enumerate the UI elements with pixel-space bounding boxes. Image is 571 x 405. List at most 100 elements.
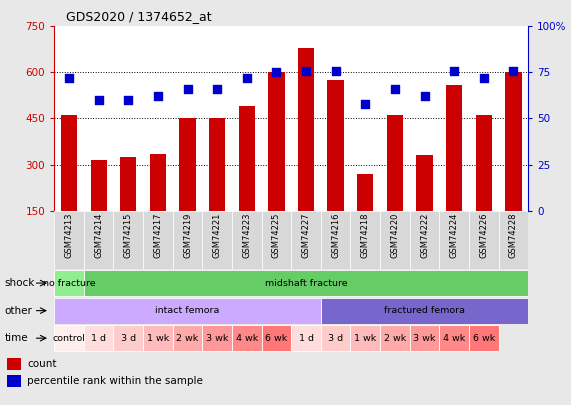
Point: [391, 86, 400, 92]
Text: 3 wk: 3 wk: [413, 334, 436, 343]
Bar: [387, 115, 403, 211]
Bar: [298, 48, 314, 211]
Bar: [54, 270, 84, 296]
Bar: [439, 325, 469, 351]
Point: [212, 86, 222, 92]
Point: [94, 97, 103, 103]
Point: [479, 75, 488, 81]
Bar: [351, 325, 380, 351]
Point: [449, 67, 459, 74]
Bar: [380, 211, 410, 269]
Text: 4 wk: 4 wk: [236, 334, 258, 343]
Text: other: other: [5, 306, 32, 315]
Bar: [143, 325, 173, 351]
Text: intact femora: intact femora: [155, 306, 220, 315]
Bar: [120, 157, 136, 211]
Bar: [84, 325, 114, 351]
Bar: [410, 325, 439, 351]
Point: [272, 69, 281, 76]
Bar: [262, 211, 291, 269]
Bar: [416, 155, 433, 211]
Text: GSM74225: GSM74225: [272, 213, 281, 258]
Text: GSM74220: GSM74220: [391, 213, 399, 258]
Point: [361, 100, 370, 107]
Bar: [114, 325, 143, 351]
Text: 4 wk: 4 wk: [443, 334, 465, 343]
Bar: [91, 160, 107, 211]
Bar: [321, 298, 528, 324]
Bar: [291, 325, 321, 351]
Bar: [469, 325, 498, 351]
Bar: [179, 118, 196, 211]
Text: 1 wk: 1 wk: [147, 334, 169, 343]
Bar: [61, 115, 77, 211]
Bar: [476, 115, 492, 211]
Text: GSM74218: GSM74218: [361, 213, 370, 258]
Text: 1 wk: 1 wk: [354, 334, 376, 343]
Bar: [232, 211, 262, 269]
Text: 3 d: 3 d: [328, 334, 343, 343]
Text: percentile rank within the sample: percentile rank within the sample: [27, 376, 203, 386]
Text: GSM74213: GSM74213: [65, 213, 74, 258]
Text: GSM74221: GSM74221: [212, 213, 222, 258]
Bar: [505, 72, 521, 211]
Point: [124, 97, 133, 103]
Bar: [84, 211, 114, 269]
Bar: [328, 80, 344, 211]
Bar: [239, 106, 255, 211]
Text: 1 d: 1 d: [299, 334, 313, 343]
Text: GSM74226: GSM74226: [479, 213, 488, 258]
Point: [154, 93, 163, 100]
Text: 3 d: 3 d: [120, 334, 136, 343]
Bar: [321, 325, 351, 351]
Bar: [446, 85, 463, 211]
Text: time: time: [5, 333, 28, 343]
Text: 6 wk: 6 wk: [266, 334, 288, 343]
Text: control: control: [53, 334, 86, 343]
Text: 3 wk: 3 wk: [206, 334, 228, 343]
Point: [331, 67, 340, 74]
Text: GSM74223: GSM74223: [242, 213, 251, 258]
Text: GSM74227: GSM74227: [301, 213, 311, 258]
Text: fractured femora: fractured femora: [384, 306, 465, 315]
Point: [65, 75, 74, 81]
Bar: [439, 211, 469, 269]
Bar: [7, 375, 21, 387]
Text: GSM74215: GSM74215: [124, 213, 133, 258]
Bar: [268, 72, 284, 211]
Text: GSM74228: GSM74228: [509, 213, 518, 258]
Text: GSM74216: GSM74216: [331, 213, 340, 258]
Text: count: count: [27, 359, 57, 369]
Bar: [54, 211, 84, 269]
Bar: [469, 211, 498, 269]
Bar: [351, 211, 380, 269]
Bar: [7, 358, 21, 370]
Text: 1 d: 1 d: [91, 334, 106, 343]
Bar: [410, 211, 439, 269]
Text: GSM74224: GSM74224: [449, 213, 459, 258]
Bar: [202, 211, 232, 269]
Bar: [262, 325, 291, 351]
Bar: [173, 325, 202, 351]
Text: no fracture: no fracture: [43, 279, 95, 288]
Bar: [291, 211, 321, 269]
Text: 2 wk: 2 wk: [384, 334, 406, 343]
Point: [183, 86, 192, 92]
Bar: [173, 211, 202, 269]
Text: 6 wk: 6 wk: [473, 334, 495, 343]
Bar: [498, 211, 528, 269]
Bar: [380, 325, 410, 351]
Point: [509, 67, 518, 74]
Bar: [232, 325, 262, 351]
Text: GSM74217: GSM74217: [154, 213, 162, 258]
Bar: [150, 154, 166, 211]
Bar: [143, 211, 173, 269]
Text: GSM74219: GSM74219: [183, 213, 192, 258]
Text: midshaft fracture: midshaft fracture: [265, 279, 347, 288]
Bar: [357, 174, 373, 211]
Bar: [321, 211, 351, 269]
Bar: [114, 211, 143, 269]
Bar: [209, 118, 226, 211]
Text: GSM74214: GSM74214: [94, 213, 103, 258]
Text: shock: shock: [5, 278, 35, 288]
